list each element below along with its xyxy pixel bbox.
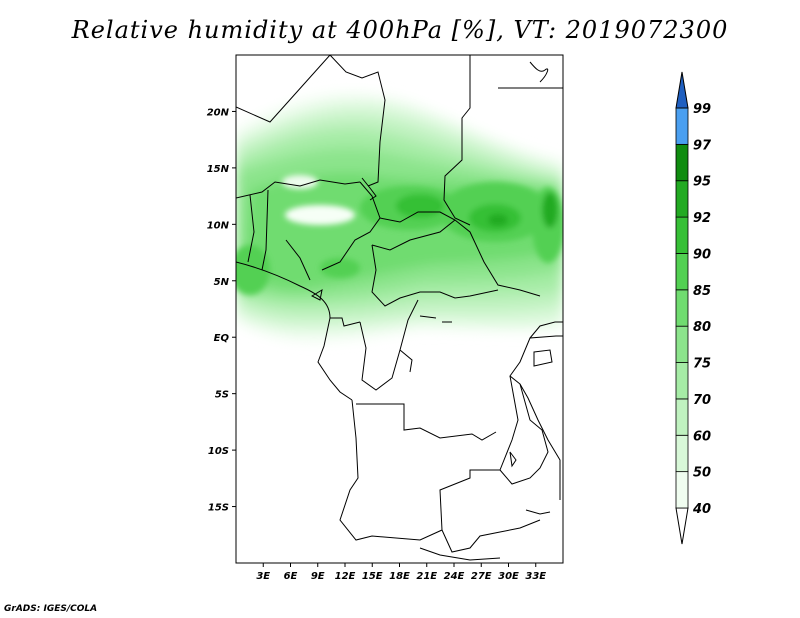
chart-title: Relative humidity at 400hPa [%], VT: 201…: [71, 16, 729, 44]
colorbar-box: [675, 325, 689, 363]
border-line: [525, 509, 551, 515]
border-line: [529, 61, 549, 83]
colorbar-label: 40: [692, 502, 711, 517]
border-line: [317, 317, 353, 401]
lat-tick-label: 10S: [208, 446, 229, 457]
border-line: [419, 315, 452, 323]
lon-tick-label: 24E: [444, 571, 465, 582]
lat-tick-label: 20N: [207, 107, 230, 118]
border-line: [519, 383, 561, 500]
colorbar-box: [675, 398, 689, 436]
lon-tick-label: 18E: [389, 571, 410, 582]
latitude-axis: 20N 15N 10N 5N EQ 5S 10S 15S: [207, 107, 236, 514]
lon-tick-label: 33E: [525, 571, 546, 582]
colorbar-label: 99: [693, 102, 711, 117]
border-line: [359, 299, 419, 391]
border-line: [261, 189, 269, 271]
lat-tick-label: EQ: [214, 333, 230, 344]
colorbar-box: [675, 362, 689, 400]
colorbar-box: [675, 107, 689, 145]
colorbar-box: [675, 143, 689, 182]
colorbar-label: 85: [693, 284, 711, 299]
border-line: [236, 179, 361, 199]
lat-tick-label: 5S: [215, 390, 229, 401]
humidity-patch-85: [320, 258, 360, 278]
humidity-patch-85: [236, 245, 270, 295]
colorbar-box: [675, 180, 689, 218]
lat-tick-label: 10N: [207, 220, 230, 231]
colorbar-label: 50: [693, 466, 711, 481]
colorbar-box: [675, 289, 689, 327]
border-line: [236, 261, 361, 327]
border-line: [441, 519, 541, 553]
border-line: [529, 321, 563, 339]
lon-tick-label: 21E: [416, 571, 437, 582]
lon-tick-label: 9E: [311, 571, 325, 582]
border-line: [499, 375, 519, 471]
humidity-patch-90: [542, 192, 558, 228]
border-line: [379, 211, 541, 297]
colorbar-label: 95: [693, 175, 711, 190]
colorbar-label: 70: [693, 393, 711, 408]
humidity-field: [236, 92, 563, 342]
colorbar-label: 92: [693, 211, 711, 226]
border-line: [285, 239, 311, 281]
lat-tick-label: 15S: [208, 503, 229, 514]
border-line: [499, 335, 563, 485]
border-line: [236, 55, 331, 123]
border-line: [310, 288, 323, 301]
colorbar-label: 80: [693, 320, 711, 335]
border-line: [361, 177, 377, 201]
border-line: [419, 547, 501, 561]
colorbar-box: [675, 434, 689, 473]
border-line: [339, 399, 500, 541]
colorbar-high-triangle: [675, 71, 689, 109]
humidity-patch-90: [396, 194, 444, 218]
colorbar-label: 90: [693, 247, 711, 262]
colorbar-box: [675, 216, 689, 254]
colorbar-box: [675, 471, 689, 509]
border-line: [321, 181, 381, 271]
lon-tick-label: 15E: [362, 571, 383, 582]
lon-tick-label: 30E: [498, 571, 519, 582]
colorbar-label: 60: [693, 429, 711, 444]
lat-tick-label: 15N: [207, 164, 230, 175]
border-line: [247, 194, 255, 263]
dry-pocket: [285, 205, 355, 225]
humidity-patch-92: [488, 214, 508, 226]
border-line: [371, 244, 499, 307]
lon-tick-label: 27E: [471, 571, 492, 582]
colorbar-label: 97: [693, 138, 712, 153]
grads-credit: GrADS: IGES/COLA: [4, 604, 98, 614]
lon-tick-label: 3E: [256, 571, 270, 582]
country-borders: [236, 55, 563, 561]
border-line: [329, 55, 386, 187]
colorbar-low-triangle: [675, 507, 689, 545]
colorbar-label: 75: [693, 357, 711, 372]
border-line: [533, 349, 553, 367]
border-line: [443, 55, 471, 226]
longitude-axis: 3E 6E 9E 12E 15E 18E 21E 24E 27E 30E 33E: [256, 563, 546, 582]
lon-tick-label: 12E: [335, 571, 356, 582]
border-line: [371, 219, 456, 251]
colorbar: 40 50 60 70 75 80 85 90 92 95 97 99: [675, 71, 712, 545]
colorbar-box: [675, 253, 689, 291]
border-line: [356, 403, 497, 441]
lon-tick-label: 6E: [284, 571, 298, 582]
lat-tick-label: 5N: [214, 277, 230, 288]
border-line: [399, 349, 413, 373]
dry-pocket: [282, 175, 318, 189]
border-line: [509, 451, 517, 468]
